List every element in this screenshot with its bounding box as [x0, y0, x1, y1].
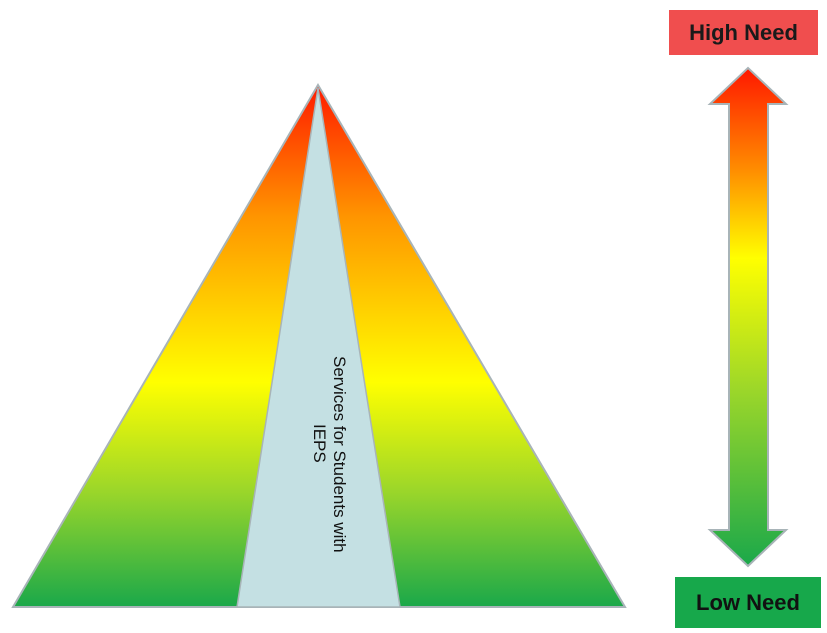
iep-services-label-line2: IEPS	[310, 424, 329, 463]
iep-services-label: Services for Students with IEPS	[310, 356, 349, 557]
high-need-badge: High Need	[669, 10, 818, 55]
need-scale-arrow	[707, 66, 789, 568]
low-need-label: Low Need	[696, 590, 800, 615]
high-need-label: High Need	[689, 20, 798, 45]
iep-services-label-line1: Services for Students with	[330, 356, 349, 553]
low-need-badge: Low Need	[675, 577, 821, 628]
iep-services-wedge	[236, 87, 401, 608]
